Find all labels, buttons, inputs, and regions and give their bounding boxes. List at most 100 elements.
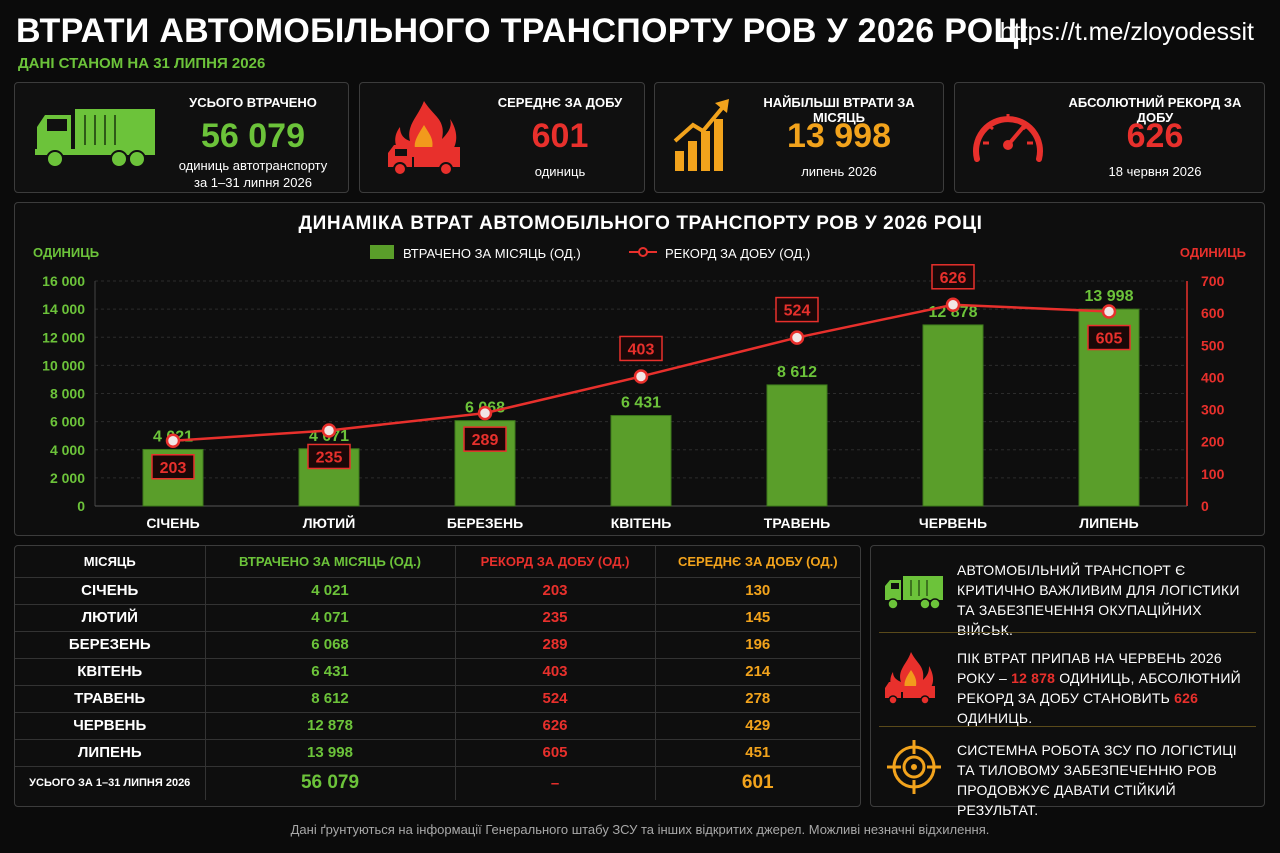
telegram-link[interactable]: https://t.me/zloyodessit	[999, 18, 1254, 46]
col-header-record: РЕКОРД ЗА ДОБУ (ОД.)	[455, 546, 656, 578]
record-value-box	[151, 454, 195, 480]
note-text: СИСТЕМНА РОБОТА ЗСУ ПО ЛОГІСТИЦІ ТА ТИЛО…	[957, 742, 1237, 818]
cell-total-average: 601	[741, 772, 774, 794]
table-row: ЛЮТИЙ 4 071 235 145	[15, 604, 860, 632]
right-axis-tick-label: 200	[1201, 434, 1225, 450]
cell-total-record: –	[455, 766, 656, 800]
left-axis-tick-label: 4 000	[50, 442, 85, 458]
right-axis-tick-label: 100	[1201, 466, 1225, 482]
right-axis-unit: ОДИНИЦЬ	[1179, 245, 1246, 260]
divider	[879, 726, 1256, 727]
note-logistics: АВТОМОБІЛЬНИЙ ТРАНСПОРТ Є КРИТИЧНО ВАЖЛИ…	[871, 558, 1264, 638]
table-row: КВІТЕНЬ 6 431 403 214	[15, 658, 860, 686]
record-point	[633, 369, 649, 384]
divider	[879, 632, 1256, 633]
bar-value-label: 6 431	[621, 395, 661, 412]
record-point	[945, 297, 961, 313]
table-row: БЕРЕЗЕНЬ 6 068 289 196	[15, 631, 860, 659]
table-row: СІЧЕНЬ 4 021 203 130	[15, 577, 860, 605]
record-value-box	[463, 426, 507, 452]
notes-panel: АВТОМОБІЛЬНИЙ ТРАНСПОРТ Є КРИТИЧНО ВАЖЛИ…	[870, 545, 1265, 818]
cell-record: 403	[455, 658, 656, 686]
x-axis-category-label: ЛЮТИЙ	[303, 514, 356, 531]
cell-average: 451	[655, 739, 860, 767]
bar	[766, 384, 828, 507]
cell-record: 605	[455, 739, 656, 767]
right-axis-tick-label: 0	[1201, 498, 1209, 514]
bar	[922, 324, 984, 507]
card-sub: одиниць	[534, 164, 586, 179]
record-value-box	[307, 443, 351, 470]
record-value-label: 403	[628, 341, 655, 358]
card-max-month: НАЙБІЛЬШІ ВТРАТИ ЗА МІСЯЦЬ 13 998 липень…	[654, 82, 944, 193]
card-sub: одиниць автотранспорту	[178, 158, 328, 173]
left-axis-tick-label: 12 000	[42, 329, 85, 345]
record-point	[477, 405, 493, 421]
growth-chart-icon	[673, 99, 729, 171]
left-axis-tick-label: 0	[77, 498, 85, 514]
record-value-label: 235	[316, 449, 343, 466]
note-text-part: ПІК ВТРАТ ПРИПАВ НА ЧЕРВЕНЬ 2026 РОКУ –	[957, 650, 1222, 686]
left-axis-tick-label: 6 000	[50, 414, 85, 430]
card-label: СЕРЕДНЄ ЗА ДОБУ	[497, 95, 623, 110]
truck-icon	[885, 576, 943, 610]
x-axis-category-label: СІЧЕНЬ	[146, 515, 199, 531]
card-absolute-record: АБСОЛЮТНИЙ РЕКОРД ЗА ДОБУ 626 18 червня …	[954, 82, 1265, 193]
card-label: НАЙБІЛЬШІ ВТРАТИ ЗА МІСЯЦЬ	[763, 95, 915, 125]
cell-average: 145	[655, 604, 860, 632]
cell-total-label: УСЬОГО ЗА 1–31 ЛИПНЯ 2026	[15, 766, 206, 800]
record-value-label: 203	[160, 460, 187, 477]
card-value: 56 079	[201, 117, 305, 155]
record-point	[321, 423, 337, 438]
note-highlight-peak: 12 878	[1011, 670, 1056, 686]
cell-average: 429	[655, 712, 860, 740]
cell-month: КВІТЕНЬ	[15, 658, 206, 686]
col-header-average: СЕРЕДНЄ ЗА ДОБУ (ОД.)	[655, 546, 860, 578]
cell-record: 524	[455, 685, 656, 713]
cell-month: ЧЕРВЕНЬ	[15, 712, 206, 740]
footer-disclaimer: Дані ґрунтуються на інформації Генеральн…	[290, 822, 990, 837]
note-peak: ПІК ВТРАТ ПРИПАВ НА ЧЕРВЕНЬ 2026 РОКУ – …	[871, 642, 1264, 726]
cell-month: ТРАВЕНЬ	[15, 685, 206, 713]
cell-average: 130	[655, 577, 860, 605]
record-point	[1101, 304, 1117, 319]
card-label: АБСОЛЮТНИЙ РЕКОРД ЗА ДОБУ	[1068, 95, 1242, 125]
x-axis-category-label: ЛИПЕНЬ	[1079, 515, 1138, 531]
bar-value-label: 13 998	[1085, 288, 1134, 305]
cell-month: СІЧЕНЬ	[15, 577, 206, 605]
card-value: 626	[1126, 117, 1184, 155]
page-subtitle: ДАНІ СТАНОМ НА 31 ЛИПНЯ 2026	[18, 55, 266, 72]
table-header-row: МІСЯЦЬ ВТРАЧЕНО ЗА МІСЯЦЬ (ОД.) РЕКОРД З…	[15, 546, 860, 578]
truck-icon	[35, 109, 155, 168]
note-text-part: ОДИНИЦЬ, АБСОЛЮТНИЙ РЕКОРД ЗА ДОБУ СТАНО…	[957, 670, 1241, 706]
speedometer-icon	[973, 114, 1043, 162]
record-value-box	[1087, 324, 1131, 351]
left-axis-unit: ОДИНИЦЬ	[33, 245, 100, 260]
cell-record: 235	[455, 604, 656, 632]
table-row: ЧЕРВЕНЬ 12 878 626 429	[15, 712, 860, 740]
cell-lost: 4 071	[205, 604, 456, 632]
record-value-label: 524	[784, 303, 811, 320]
note-text: АВТОМОБІЛЬНИЙ ТРАНСПОРТ Є КРИТИЧНО ВАЖЛИ…	[957, 562, 1240, 638]
cell-month: ЛИПЕНЬ	[15, 739, 206, 767]
cell-record: 203	[455, 577, 656, 605]
record-value-label: 605	[1096, 331, 1123, 348]
record-value-box	[775, 296, 819, 323]
card-label: УСЬОГО ВТРАЧЕНО	[189, 95, 317, 110]
card-value: 601	[531, 117, 589, 155]
cell-month: ЛЮТИЙ	[15, 604, 206, 632]
record-point	[165, 433, 181, 448]
cell-lost: 8 612	[205, 685, 456, 713]
burning-truck-icon	[885, 652, 935, 705]
record-value-box	[931, 264, 975, 290]
chart-canvas: 0 2 000 4 000 6 000 8 000 10 000 12 000 14 000 1…	[42, 245, 1225, 531]
left-axis-tick-label: 14 000	[42, 301, 85, 317]
x-axis-category-label: БЕРЕЗЕНЬ	[447, 515, 523, 531]
burning-truck-icon	[388, 101, 460, 176]
bar-value-label: 8 612	[777, 364, 817, 381]
table-row: ТРАВЕНЬ 8 612 524 278	[15, 685, 860, 713]
right-axis-tick-label: 600	[1201, 305, 1225, 321]
col-header-lost: ВТРАЧЕНО ЗА МІСЯЦЬ (ОД.)	[205, 546, 456, 578]
table-total-row: УСЬОГО ЗА 1–31 ЛИПНЯ 2026 56 079 – 601	[15, 766, 860, 800]
bar	[610, 415, 672, 507]
